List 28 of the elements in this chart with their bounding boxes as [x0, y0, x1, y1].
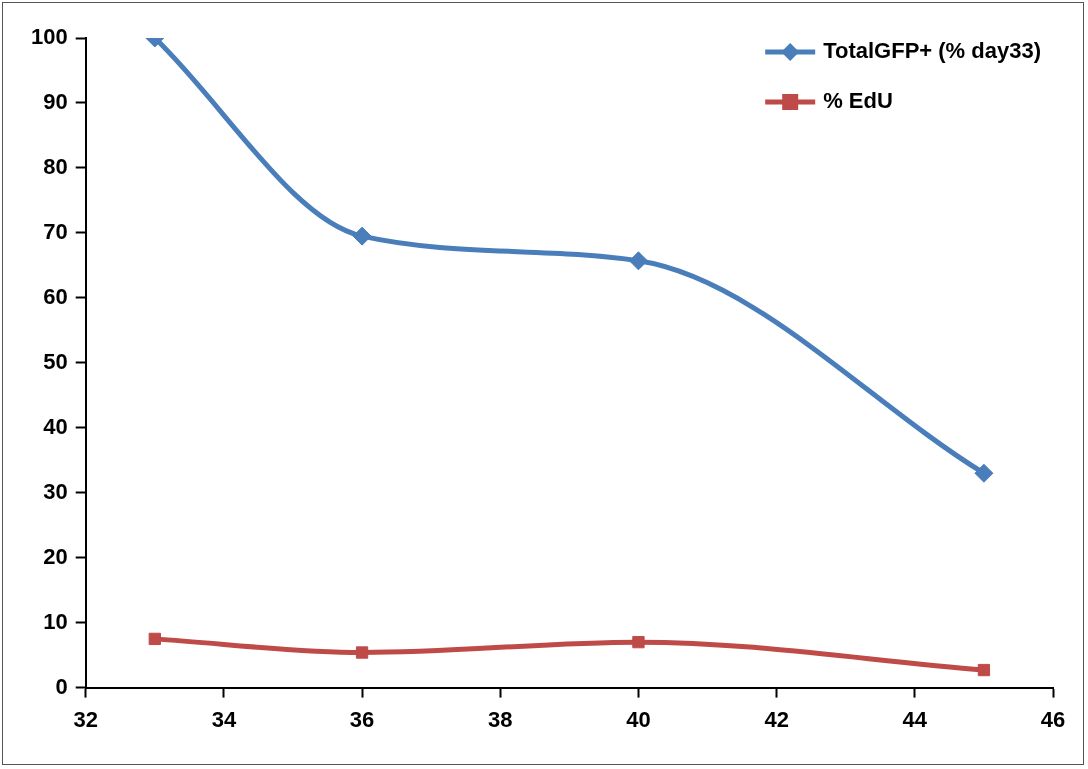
- y-tick-label: 10: [43, 608, 68, 634]
- y-tick-label: 100: [30, 24, 68, 50]
- y-tick-label: 40: [43, 413, 68, 439]
- x-tick-label: 44: [902, 706, 928, 732]
- y-tick-label: 60: [43, 283, 68, 309]
- point: [974, 463, 994, 483]
- point: [632, 635, 645, 649]
- legend-label: TotalGFP+ (% day33): [823, 38, 1041, 64]
- x-tick-label: 32: [73, 706, 98, 732]
- y-tick-label: 80: [43, 153, 68, 179]
- y-tick-label: 50: [43, 348, 68, 374]
- y-tick-label: 20: [43, 543, 68, 569]
- x-tick-label: 34: [211, 706, 237, 732]
- point: [355, 646, 369, 659]
- x-tick-label: 36: [349, 706, 375, 732]
- y-tick-label: 0: [55, 673, 68, 699]
- y-tick-label: 30: [43, 478, 68, 504]
- x-tick-label: 42: [764, 706, 789, 732]
- point: [628, 251, 648, 271]
- y-tick-label: 70: [43, 218, 68, 244]
- point: [148, 632, 161, 646]
- x-tick-label: 46: [1040, 706, 1066, 732]
- x-tick-label: 40: [626, 706, 651, 732]
- y-tick-label: 90: [43, 89, 68, 115]
- x-tick-label: 38: [488, 706, 513, 732]
- point: [977, 663, 991, 677]
- point: [352, 226, 372, 246]
- legend-label: % EdU: [823, 88, 893, 114]
